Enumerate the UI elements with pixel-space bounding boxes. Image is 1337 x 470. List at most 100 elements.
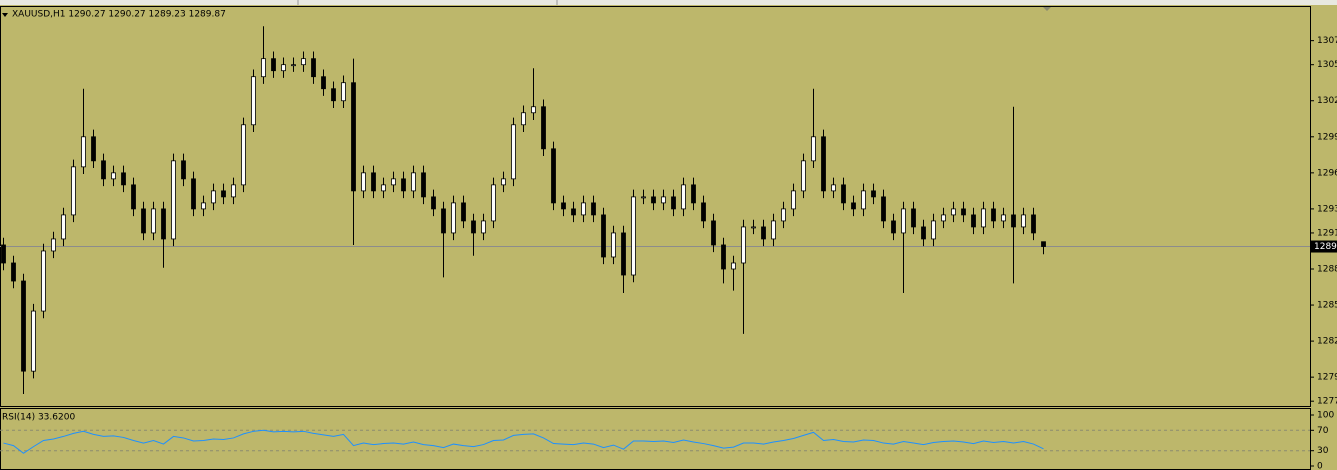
candle-body xyxy=(431,196,436,210)
candle-body xyxy=(691,184,696,204)
candle-body xyxy=(541,106,546,150)
candle-body xyxy=(351,82,356,192)
candle-body xyxy=(511,124,516,180)
candle-body xyxy=(341,82,346,102)
candle-body xyxy=(701,202,706,222)
candle-body xyxy=(951,208,956,216)
candle-body xyxy=(991,208,996,222)
candle-body xyxy=(271,58,276,72)
candle-body xyxy=(561,202,566,210)
candle-body xyxy=(151,208,156,234)
current-price-label: 1289.87 xyxy=(1314,242,1337,252)
price-pane-frame xyxy=(0,6,1311,407)
candle-body xyxy=(381,184,386,192)
candle-body xyxy=(881,196,886,222)
candle-body xyxy=(491,184,496,222)
candle-body xyxy=(851,202,856,210)
candle-body xyxy=(501,178,506,186)
candle-body xyxy=(971,214,976,228)
y-tick-label: 1305 xyxy=(1317,60,1337,70)
candle-body xyxy=(651,196,656,204)
candle-body xyxy=(751,226,756,229)
candle-body xyxy=(61,214,66,240)
y-tick-label: 1296 xyxy=(1317,168,1337,178)
candle-body xyxy=(821,136,826,192)
candle-body xyxy=(621,232,626,276)
candle-body xyxy=(131,184,136,210)
candle-body xyxy=(241,124,246,186)
candle-body xyxy=(1021,214,1026,228)
chart-title: XAUUSD,H1 1290.27 1290.27 1289.23 1289.8… xyxy=(12,10,226,20)
y-tick-label: 1285 xyxy=(1317,301,1337,311)
candle-body xyxy=(191,178,196,210)
rsi-line xyxy=(3,429,1044,454)
candle-body xyxy=(581,202,586,216)
candle-body xyxy=(721,244,726,270)
candle-body xyxy=(451,202,456,234)
candle-body xyxy=(21,280,26,372)
candle-body xyxy=(761,226,766,240)
y-tick-label: 1293 xyxy=(1317,204,1337,214)
candle-body xyxy=(171,160,176,240)
candle-body xyxy=(711,220,716,246)
candle-body xyxy=(71,166,76,216)
candle-body xyxy=(661,196,666,204)
candle-body xyxy=(311,58,316,78)
candle-body xyxy=(551,148,556,204)
candle-body xyxy=(671,196,676,210)
candle-body xyxy=(521,112,526,126)
candle-body xyxy=(301,58,306,66)
y-tick-label: 70 xyxy=(1317,426,1329,436)
y-tick-label: 1277 xyxy=(1317,397,1337,407)
candle-body xyxy=(611,232,616,258)
candle-body xyxy=(871,190,876,198)
candle-body xyxy=(861,190,866,210)
candle-body xyxy=(1041,241,1046,247)
candle-body xyxy=(231,184,236,198)
candle-body xyxy=(121,172,126,186)
candle-body xyxy=(401,178,406,192)
candle-body xyxy=(681,184,686,210)
candle-body xyxy=(941,214,946,222)
candle-body xyxy=(601,214,606,258)
indicator-title: RSI(14) 33.6200 xyxy=(2,413,75,423)
y-tick-label: 100 xyxy=(1317,411,1334,421)
candle-body xyxy=(421,172,426,198)
candle-body xyxy=(1001,214,1006,222)
current-price-box xyxy=(1311,240,1337,253)
y-tick-label: 30 xyxy=(1317,446,1329,456)
candle-body xyxy=(631,196,636,276)
candle-body xyxy=(931,220,936,240)
candle-body xyxy=(811,136,816,162)
y-tick-label: 1299 xyxy=(1317,132,1337,142)
candle-body xyxy=(981,208,986,228)
candle-body xyxy=(531,106,536,114)
candle-body xyxy=(211,190,216,204)
candle-body xyxy=(831,184,836,192)
y-tick-label: 0 xyxy=(1317,462,1323,470)
candle-body xyxy=(51,238,56,252)
candle-body xyxy=(791,190,796,210)
candle-body xyxy=(731,262,736,270)
candle-body xyxy=(891,220,896,234)
candle-body xyxy=(781,208,786,222)
y-tick-label: 1307 xyxy=(1317,36,1337,46)
candle-body xyxy=(641,196,646,199)
candle-body xyxy=(801,160,806,192)
toolbar-strip xyxy=(0,0,1337,5)
candle-body xyxy=(41,250,46,312)
candle-body xyxy=(741,226,746,264)
candle-body xyxy=(291,64,296,67)
candle-body xyxy=(571,208,576,216)
y-tick-label: 1302 xyxy=(1317,96,1337,106)
shift-marker xyxy=(1042,6,1052,11)
candle-body xyxy=(11,262,16,282)
candle-body xyxy=(591,202,596,216)
candle-body xyxy=(441,208,446,234)
candle-body xyxy=(141,208,146,234)
candle-body xyxy=(471,220,476,234)
